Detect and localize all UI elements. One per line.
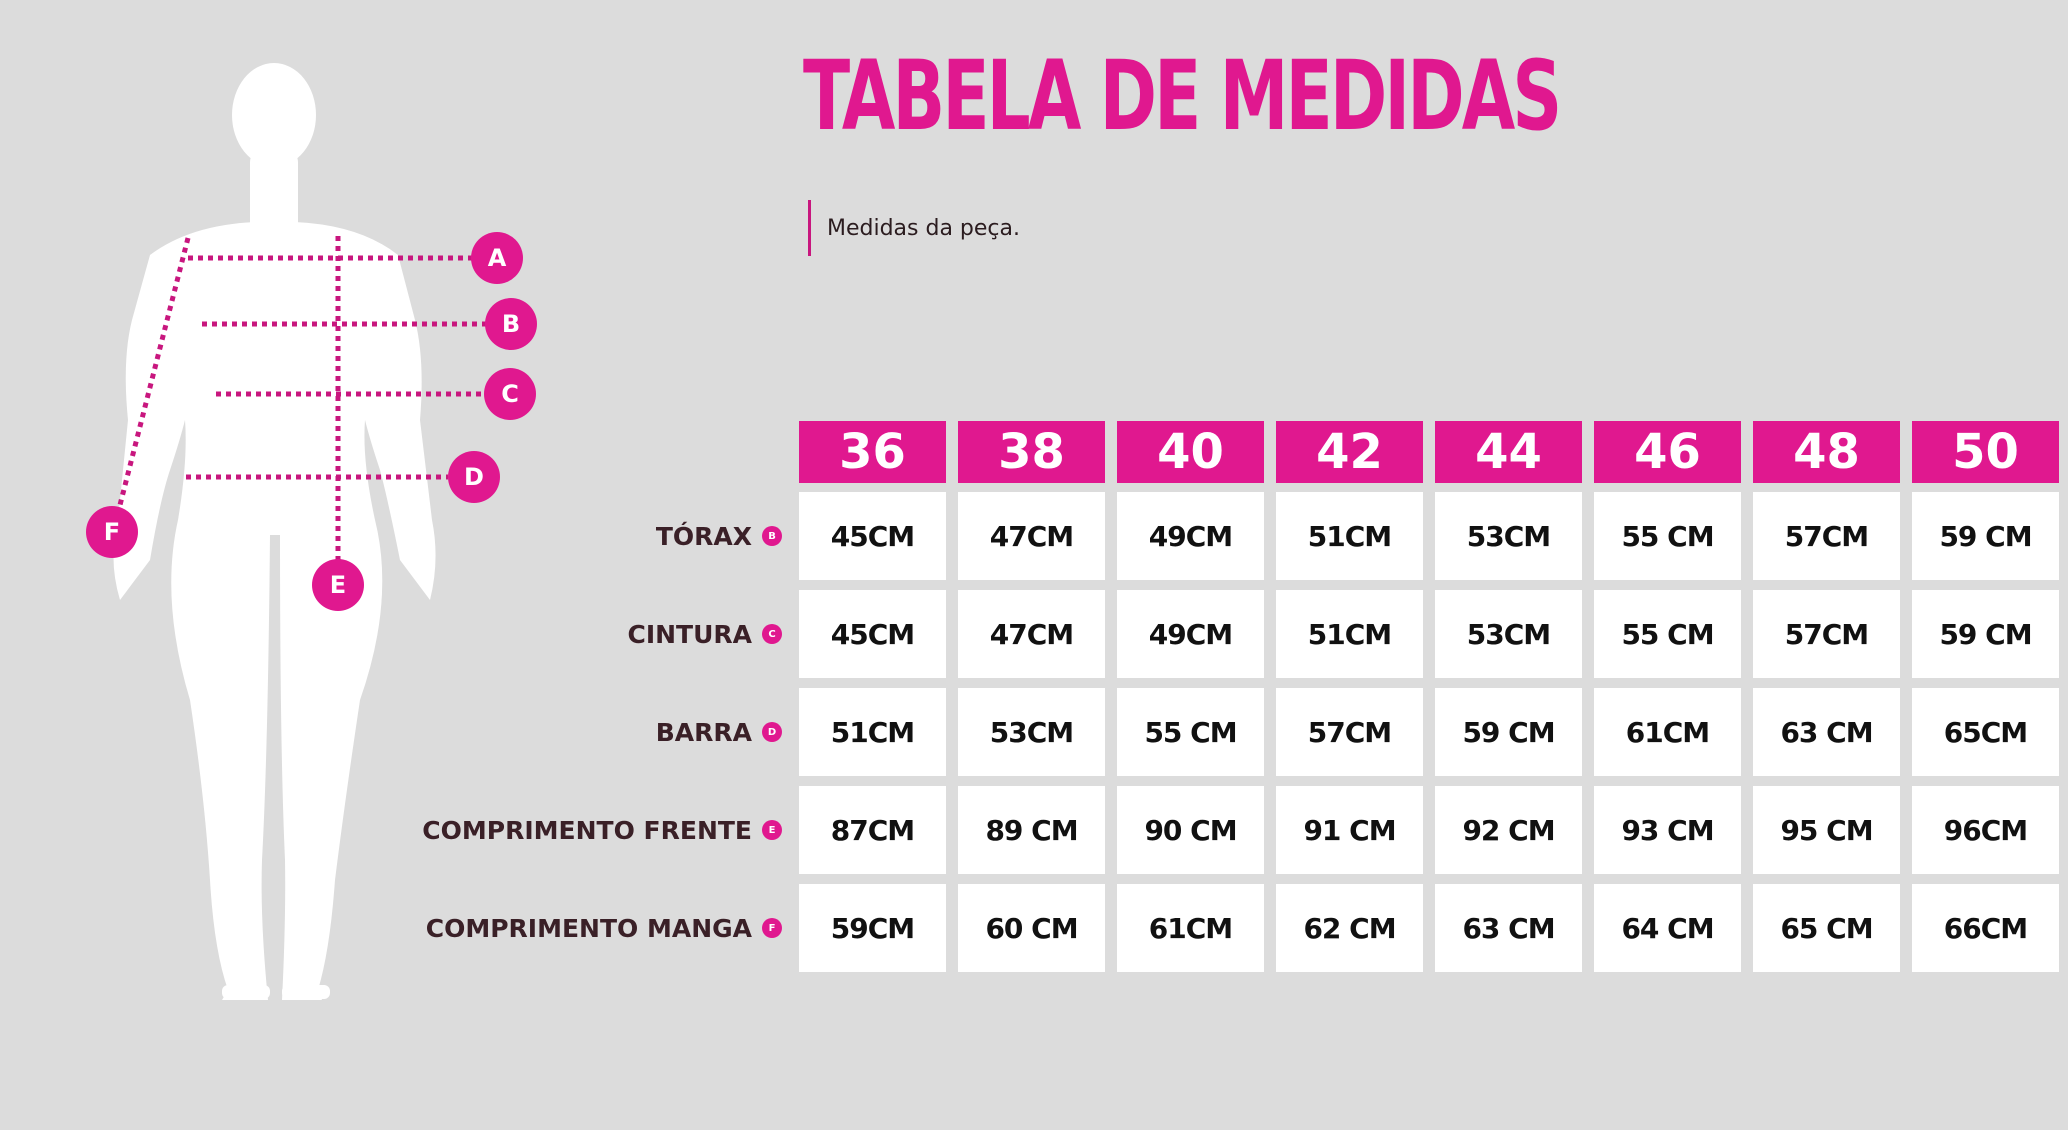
table-cell: 87CM [799, 786, 946, 874]
table-cell: 49CM [1117, 492, 1264, 580]
row-label-text: COMPRIMENTO MANGA [425, 913, 752, 943]
marker-a-label: A [488, 244, 507, 272]
table-row: COMPRIMENTO MANGA F 59CM 60 CM 61CM 62 C… [0, 884, 2068, 972]
table-cell: 65CM [1912, 688, 2059, 776]
table-row: BARRA D 51CM 53CM 55 CM 57CM 59 CM 61CM … [0, 688, 2068, 776]
table-cell: 57CM [1753, 492, 1900, 580]
table-cell: 66CM [1912, 884, 2059, 972]
size-header-cell: 40 [1117, 421, 1264, 483]
table-cell: 63 CM [1753, 688, 1900, 776]
table-cell: 51CM [799, 688, 946, 776]
table-cell: 96CM [1912, 786, 2059, 874]
table-cell: 55 CM [1594, 492, 1741, 580]
table-cell: 92 CM [1435, 786, 1582, 874]
marker-c-label: C [501, 380, 519, 408]
table-cell: 51CM [1276, 492, 1423, 580]
row-label: COMPRIMENTO MANGA F [426, 884, 782, 972]
table-cell: 47CM [958, 590, 1105, 678]
row-label-text: TÓRAX [655, 521, 752, 551]
table-cell: 57CM [1276, 688, 1423, 776]
table-cell: 53CM [1435, 590, 1582, 678]
row-marker-badge: C [762, 624, 782, 644]
table-cell: 51CM [1276, 590, 1423, 678]
row-label: COMPRIMENTO FRENTE E [422, 786, 782, 874]
table-cell: 65 CM [1753, 884, 1900, 972]
size-header-cell: 36 [799, 421, 946, 483]
table-cell: 89 CM [958, 786, 1105, 874]
body-silhouette-icon: A B C D E F [86, 63, 537, 1000]
marker-b-label: B [502, 310, 520, 338]
table-row: COMPRIMENTO FRENTE E 87CM 89 CM 90 CM 91… [0, 786, 2068, 874]
row-marker-badge: B [762, 526, 782, 546]
size-header-row: 36 38 40 42 44 46 48 50 [799, 421, 2059, 483]
table-cell: 53CM [958, 688, 1105, 776]
table-cell: 45CM [799, 590, 946, 678]
size-header-cell: 42 [1276, 421, 1423, 483]
table-cell: 61CM [1117, 884, 1264, 972]
size-header-cell: 48 [1753, 421, 1900, 483]
table-cell: 64 CM [1594, 884, 1741, 972]
table-cell: 47CM [958, 492, 1105, 580]
table-cell: 93 CM [1594, 786, 1741, 874]
row-label: BARRA D [656, 688, 782, 776]
table-cell: 55 CM [1594, 590, 1741, 678]
table-cell: 49CM [1117, 590, 1264, 678]
row-label-text: CINTURA [627, 619, 752, 649]
row-label-text: COMPRIMENTO FRENTE [422, 815, 752, 845]
table-row: TÓRAX B 45CM 47CM 49CM 51CM 53CM 55 CM 5… [0, 492, 2068, 580]
table-cell: 59 CM [1912, 590, 2059, 678]
table-cell: 62 CM [1276, 884, 1423, 972]
size-header-cell: 46 [1594, 421, 1741, 483]
table-cell: 59CM [799, 884, 946, 972]
marker-e-label: E [330, 571, 346, 599]
marker-d-label: D [464, 463, 484, 491]
table-cell: 60 CM [958, 884, 1105, 972]
table-row: CINTURA C 45CM 47CM 49CM 51CM 53CM 55 CM… [0, 590, 2068, 678]
table-cell: 53CM [1435, 492, 1582, 580]
body-diagram: A B C D E F [0, 0, 600, 1130]
table-cell: 59 CM [1435, 688, 1582, 776]
row-marker-badge: E [762, 820, 782, 840]
row-label: TÓRAX B [656, 492, 782, 580]
size-header-cell: 44 [1435, 421, 1582, 483]
marker-f-label: F [104, 518, 120, 546]
table-cell: 91 CM [1276, 786, 1423, 874]
table-cell: 95 CM [1753, 786, 1900, 874]
table-cell: 55 CM [1117, 688, 1264, 776]
table-cell: 90 CM [1117, 786, 1264, 874]
size-header-cell: 38 [958, 421, 1105, 483]
table-cell: 45CM [799, 492, 946, 580]
page-title: TABELA DE MEDIDAS [803, 40, 1562, 152]
table-cell: 61CM [1594, 688, 1741, 776]
size-header-cell: 50 [1912, 421, 2059, 483]
row-label-text: BARRA [655, 717, 752, 747]
row-marker-badge: D [762, 722, 782, 742]
row-label: CINTURA C [627, 590, 782, 678]
table-cell: 57CM [1753, 590, 1900, 678]
row-marker-badge: F [762, 918, 782, 938]
table-cell: 63 CM [1435, 884, 1582, 972]
table-cell: 59 CM [1912, 492, 2059, 580]
page-subtitle: Medidas da peça. [808, 200, 1020, 256]
